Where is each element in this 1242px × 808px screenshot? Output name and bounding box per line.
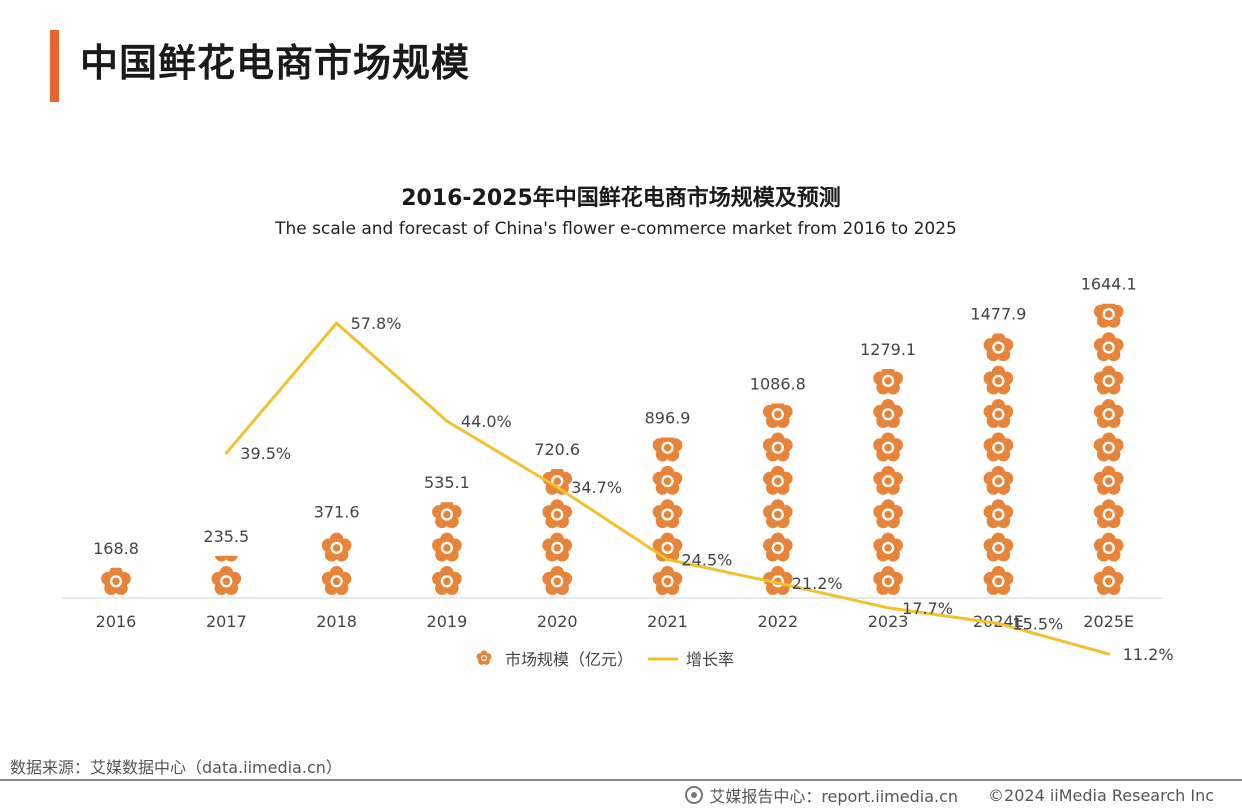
growth-rate-point [555,485,559,489]
bar-2021 [652,437,683,595]
growth-rate-point [886,606,890,610]
growth-rate-label: 44.0% [461,412,512,431]
x-tick-label: 2025E [1083,612,1134,631]
chart-title: 2016-2025年中国鲜花电商市场规模及预测 [401,186,841,211]
growth-rate-point [445,419,449,423]
growth-rate-label: 34.7% [571,478,622,497]
bar-value-label: 720.6 [534,440,580,459]
growth-rate-point [996,621,1000,625]
bar-value-label: 235.5 [203,527,249,546]
chart-legend: 市场规模（亿元） 增长率 [476,650,734,669]
growth-rate-point [335,321,339,325]
legend-label-growth-rate: 增长率 [686,650,734,669]
bar-value-label: 1644.1 [1081,275,1137,294]
growth-rate-label: 57.8% [351,314,402,333]
growth-rate-label: 24.5% [682,551,733,570]
growth-rate-point [224,451,228,455]
report-center-link[interactable]: 艾媒报告中心：report.iimedia.cn [709,787,959,806]
growth-rate-label: 15.5% [1012,614,1063,633]
bar-value-label: 1086.8 [750,374,806,393]
x-tick-label: 2017 [206,612,247,631]
iimedia-logo-icon [685,786,704,804]
x-tick-label: 2021 [647,612,688,631]
growth-rate-point [666,558,669,562]
bar-value-label: 896.9 [645,408,691,427]
growth-rate-point [776,581,780,585]
bar-value-label: 535.1 [424,473,470,492]
growth-rate-label: 39.5% [240,444,291,463]
growth-rate-label: 11.2% [1123,645,1174,664]
x-tick-label: 2023 [868,612,909,631]
footer-divider [0,779,1242,781]
bar-value-label: 371.6 [314,502,360,521]
bar-2023 [873,369,903,595]
bar-value-label: 1477.9 [970,304,1026,323]
x-tick-label: 2022 [757,612,798,631]
market-scale-chart: 168.8 2016 235.5 2017 371.6 2018 535.1 2019 720.… [62,275,1174,669]
bar-value-label: 168.8 [93,539,139,558]
x-tick-label: 2019 [427,612,468,631]
growth-rate-label: 21.2% [792,574,843,593]
copyright-text: ©2024 iiMedia Research Inc [988,785,1214,805]
bar-2025E [1093,303,1124,595]
growth-rate-point [1107,652,1111,656]
chart-subtitle: The scale and forecast of China's flower… [275,219,957,239]
data-source-note: 数据来源：艾媒数据中心（data.iimedia.cn） [10,758,342,777]
legend-label-market-scale: 市场规模（亿元） [505,650,633,669]
bar-2024E [983,333,1014,595]
bar-value-label: 1279.1 [860,340,916,359]
x-tick-label: 2020 [537,612,578,631]
x-tick-label: 2016 [96,612,137,631]
growth-rate-label: 17.7% [902,599,953,618]
title-accent-bar [50,30,59,102]
bar-2022 [762,403,793,595]
bar-2017 [211,555,242,595]
x-tick-label: 2018 [316,612,357,631]
legend-flower-icon [476,650,492,665]
page-title: 中国鲜花电商市场规模 [80,41,471,85]
footer-info: 艾媒报告中心：report.iimedia.cn ©2024 iiMedia R… [685,783,1214,807]
